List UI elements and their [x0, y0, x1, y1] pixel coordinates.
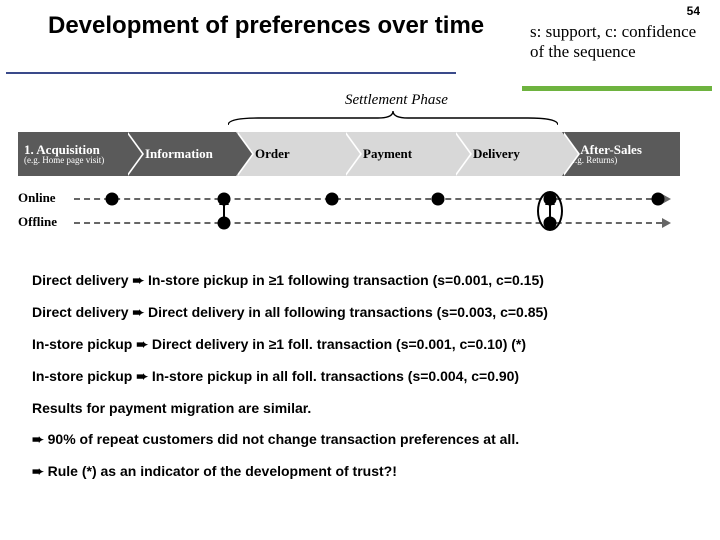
chevron-icon: [126, 132, 142, 176]
rule-line: ➨ Rule (*) as an indicator of the develo…: [32, 463, 696, 480]
rule-line: Direct delivery ➨ In-store pickup in ≥1 …: [32, 272, 696, 289]
highlight-circle: [537, 191, 563, 231]
legend-note: s: support, c: confidence of the sequenc…: [526, 20, 708, 63]
page-number: 54: [687, 4, 700, 18]
dot: [106, 193, 119, 206]
process-diagram: Settlement Phase 1. Acquisition(e.g. Hom…: [0, 92, 720, 264]
arrowhead-icon: [662, 218, 671, 228]
chevron-icon: [344, 132, 360, 176]
lane-labels: Online Offline: [18, 190, 57, 238]
chevron-icon: [562, 132, 578, 176]
phase-1: 1. Acquisition(e.g. Home page visit): [18, 132, 126, 176]
lane-label-online: Online: [18, 190, 57, 214]
lane-offline: [74, 222, 662, 224]
dot: [326, 193, 339, 206]
lane-label-offline: Offline: [18, 214, 57, 238]
chevron-icon: [454, 132, 470, 176]
lane-online: [74, 198, 662, 200]
bullet-block: Direct delivery ➨ In-store pickup in ≥1 …: [32, 272, 696, 495]
header-rule: [6, 72, 456, 74]
rule-line: Direct delivery ➨ Direct delivery in all…: [32, 304, 696, 321]
dot: [432, 193, 445, 206]
settlement-phase-label: Settlement Phase: [345, 92, 448, 109]
rule-line: In-store pickup ➨ In-store pickup in all…: [32, 368, 696, 385]
up-arrow-icon: [223, 204, 225, 222]
brace-icon: [228, 110, 558, 126]
legend-underline: [522, 86, 712, 91]
phase-row: 1. Acquisition(e.g. Home page visit)2. I…: [18, 132, 702, 176]
rule-line: In-store pickup ➨ Direct delivery in ≥1 …: [32, 336, 696, 353]
chevron-icon: [236, 132, 252, 176]
rule-line: Results for payment migration are simila…: [32, 400, 696, 416]
dot: [652, 193, 665, 206]
rule-line: ➨ 90% of repeat customers did not change…: [32, 431, 696, 448]
